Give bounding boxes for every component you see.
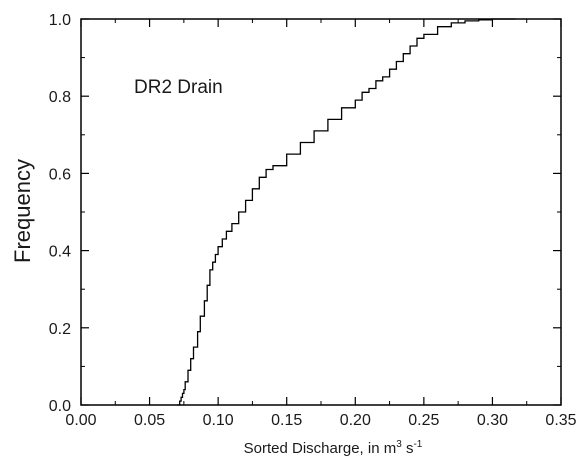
x-axis-title-sup2: -1 [413,439,422,450]
y-tick-label-1: 0.2 [49,321,71,338]
plot-area: 0.00 0.05 0.10 0.15 0.20 0.25 0.30 0.35 0.0 0.2 0.… [49,12,577,429]
x-tick-label-1: 0.05 [134,412,165,429]
y-tick-label-3: 0.6 [49,166,71,183]
y-tick-label-2: 0.4 [49,244,71,261]
y-tick-label-4: 0.8 [49,89,71,106]
x-axis-title: Sorted Discharge, in m3 s-1 [244,439,423,457]
x-tick-label-4: 0.20 [340,412,371,429]
series-line-0 [177,18,516,406]
x-tick-label-3: 0.15 [271,412,302,429]
y-tick-label-5: 1.0 [49,12,71,29]
y-tick-label-0: 0.0 [49,398,71,415]
x-axis-title-main: Sorted Discharge, in m [244,440,397,457]
x-tick-label-6: 0.30 [477,412,508,429]
x-tick-label-5: 0.25 [408,412,439,429]
x-tick-label-2: 0.10 [203,412,234,429]
chart-annotation: DR2 Drain [134,77,223,98]
x-axis-title-sup1: 3 [396,439,402,450]
x-axis-title-mid: s [402,440,414,457]
y-axis-title: Frequency [10,159,35,263]
x-tick-label-7: 0.35 [545,412,576,429]
x-tick-label-0: 0.00 [65,412,96,429]
